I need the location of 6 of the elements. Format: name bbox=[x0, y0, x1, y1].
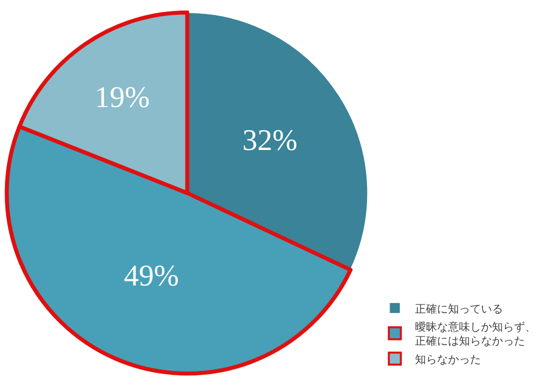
data-label: 19% bbox=[94, 80, 150, 114]
legend-label: 正確に知っている bbox=[414, 302, 503, 316]
data-label: 49% bbox=[124, 259, 179, 292]
legend-label: 曖昧な意味しか知らず、正確には知らなかった bbox=[414, 320, 536, 348]
legend-label: 知らなかった bbox=[414, 352, 481, 366]
data-label: 32% bbox=[242, 124, 298, 158]
